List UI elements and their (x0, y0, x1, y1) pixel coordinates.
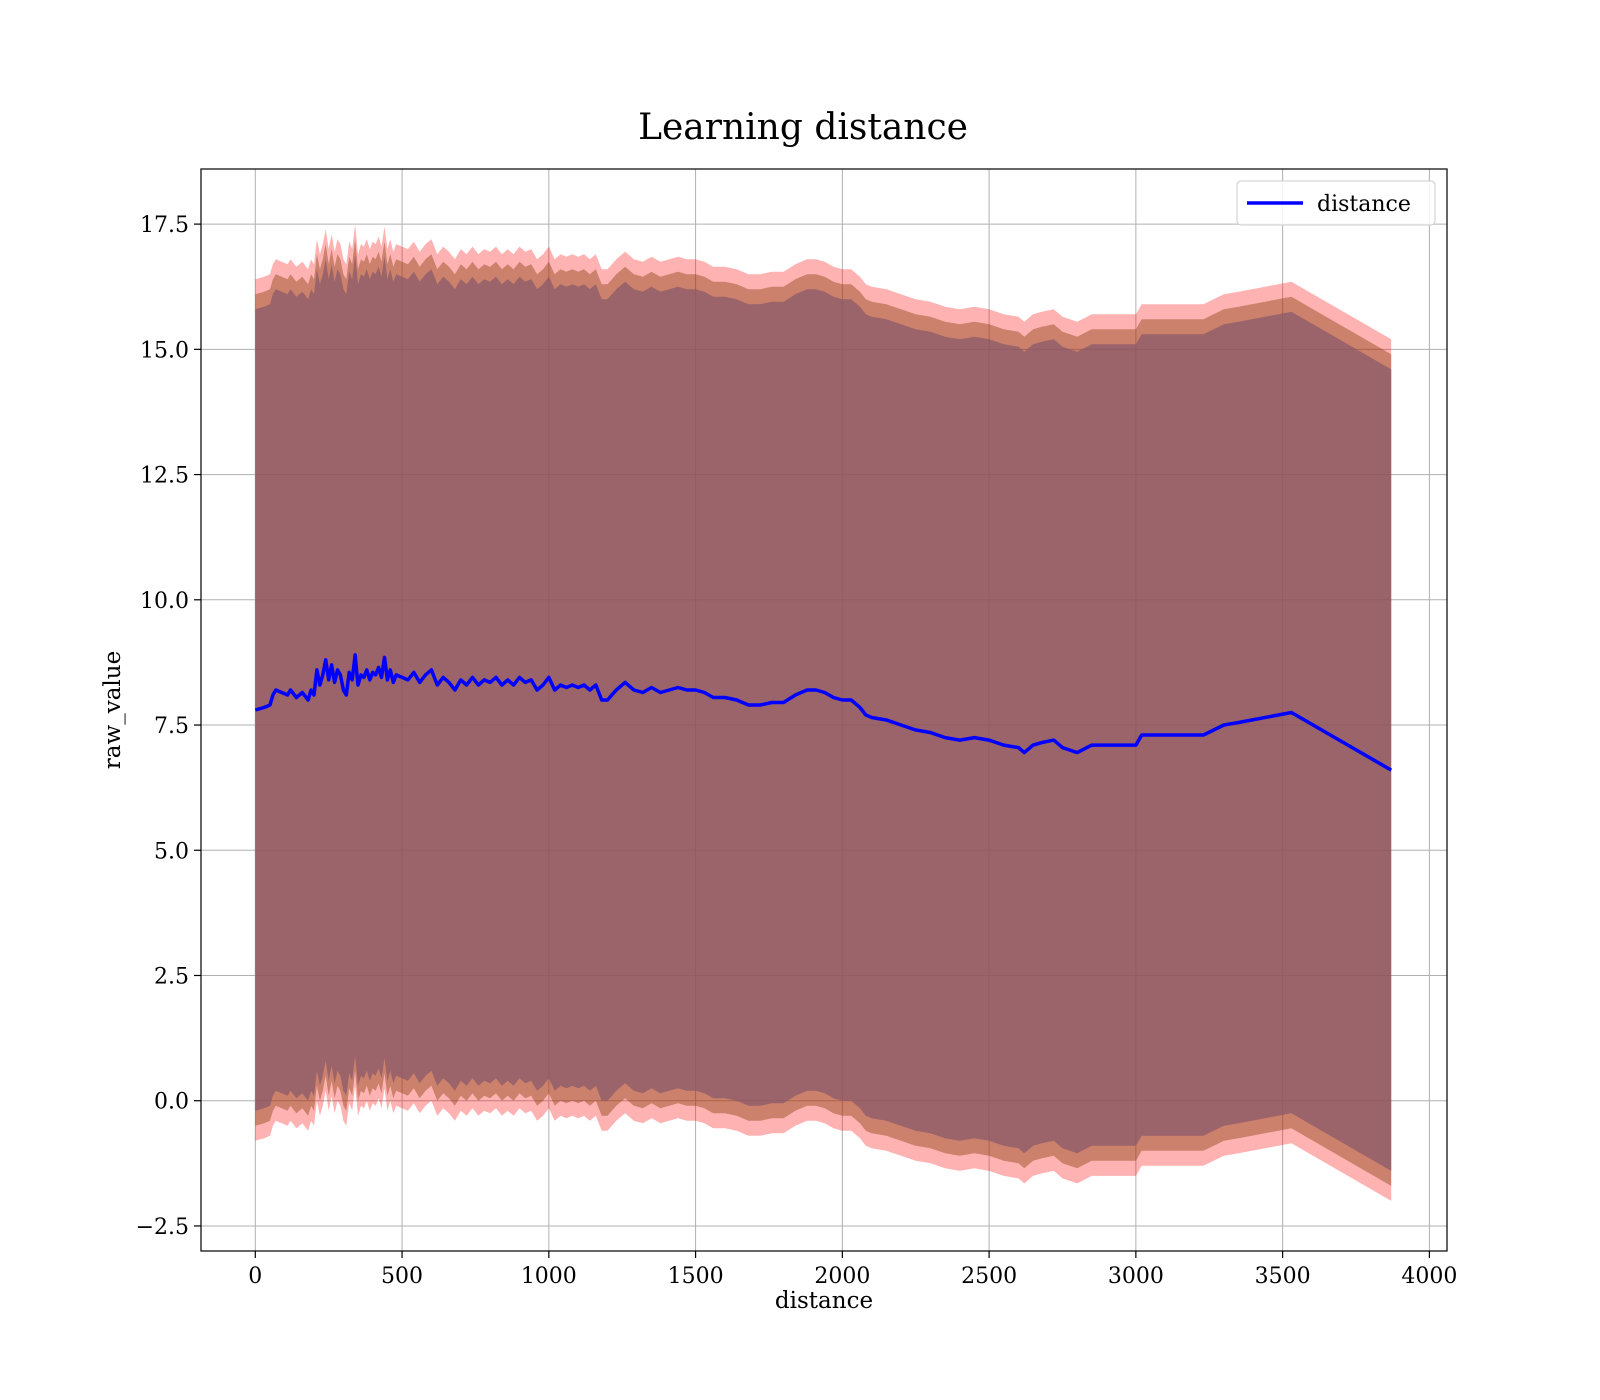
y-tick-label-0: −2.5 (136, 1215, 189, 1240)
legend-label-distance: distance (1317, 192, 1411, 217)
legend: distance (1236, 180, 1436, 226)
x-tick-label-4: 2000 (814, 1264, 870, 1289)
band-inner (255, 254, 1392, 1171)
y-tick-label-1: 0.0 (154, 1090, 189, 1115)
x-tick-label-3: 1500 (668, 1264, 724, 1289)
series-line-distance (254, 653, 1393, 772)
y-axis-label: raw_value (100, 651, 126, 769)
plot-frame (200, 168, 1448, 1252)
legend-box (1236, 180, 1436, 226)
y-tick-label-2: 2.5 (154, 964, 189, 989)
x-axis: 0 500 1000 1500 2000 2500 3000 3500 4000 (248, 1251, 1457, 1289)
chart-title: Learning distance (638, 107, 968, 148)
y-axis: −2.5 0.0 2.5 5.0 7.5 10.0 12.5 15.0 17.5 (136, 213, 201, 1240)
x-tick-label-0: 0 (248, 1264, 262, 1289)
x-tick-label-6: 3000 (1108, 1264, 1164, 1289)
x-tick-label-1: 500 (381, 1264, 423, 1289)
y-tick-label-3: 5.0 (154, 839, 189, 864)
series-lines (254, 653, 1393, 772)
y-tick-label-5: 10.0 (140, 589, 189, 614)
x-tick-label-2: 1000 (521, 1264, 577, 1289)
x-tick-label-5: 2500 (961, 1264, 1017, 1289)
y-tick-label-8: 17.5 (140, 213, 189, 238)
x-tick-label-8: 4000 (1401, 1264, 1457, 1289)
y-tick-label-6: 12.5 (140, 464, 189, 489)
y-tick-label-4: 7.5 (154, 714, 189, 739)
x-tick-label-7: 3500 (1255, 1264, 1311, 1289)
x-axis-label: distance (775, 1288, 873, 1314)
confidence-bands (255, 224, 1392, 1201)
y-tick-label-7: 15.0 (140, 338, 189, 363)
